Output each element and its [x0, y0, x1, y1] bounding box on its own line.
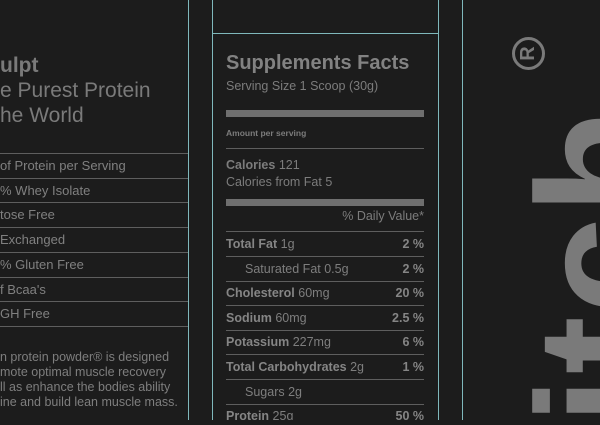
- registered-trademark-icon: R: [512, 37, 545, 70]
- nutrient-daily-value: 2.5 %: [392, 310, 424, 325]
- nutrient-amount: 60mg: [275, 310, 307, 325]
- nutrient-daily-value: 2 %: [402, 237, 424, 251]
- thick-rule: [226, 199, 424, 206]
- calories-value: 121: [278, 158, 300, 172]
- rule: [226, 403, 424, 405]
- nutrient-row: Potassium 227mg 6 %: [226, 335, 424, 349]
- thick-rule: [226, 110, 424, 117]
- rule: [226, 354, 424, 356]
- feature-item: % Whey Isolate: [0, 177, 188, 203]
- nutrient-daily-value: 1 %: [402, 360, 424, 374]
- nutrient-amount: 60mg: [298, 286, 330, 301]
- rule: [226, 379, 424, 380]
- description-line: ine and build lean muscle mass.: [0, 395, 178, 409]
- nutrient-amount: 2g: [350, 360, 365, 374]
- tagline-line-2: he World: [0, 104, 84, 127]
- product-description-panel: ulpt e Purest Protein he World of Protei…: [0, 0, 188, 420]
- nutrient-name: Cholesterol: [226, 286, 295, 301]
- nutrient-daily-value: 6 %: [402, 335, 424, 350]
- rule: [226, 329, 424, 331]
- guide-line: [462, 0, 463, 420]
- rule: [226, 256, 424, 257]
- serving-size: Serving Size 1 Scoop (30g): [226, 79, 379, 93]
- amount-per-serving: Amount per serving: [226, 128, 307, 138]
- guide-line: [188, 0, 189, 420]
- guide-line: [438, 0, 439, 420]
- nutrient-name: Total Fat: [226, 237, 278, 251]
- nutrient-name: Total Carbohydrates: [226, 360, 347, 374]
- nutrient-row: Total Fat 1g 2 %: [226, 237, 424, 251]
- nutrient-row: Total Carbohydrates 2g 1 %: [226, 360, 424, 374]
- guide-line: [212, 0, 213, 420]
- rule: [0, 325, 188, 328]
- rule: [226, 148, 424, 149]
- feature-item: of Protein per Serving: [0, 153, 188, 178]
- rule: [226, 231, 424, 232]
- nutrient-amount: 0.5g: [324, 261, 349, 276]
- tagline-line-1: e Purest Protein: [0, 79, 151, 102]
- nutrient-name: Potassium: [226, 335, 290, 350]
- feature-item: f Bcaa's: [0, 276, 188, 302]
- calories-label: Calories: [226, 158, 276, 172]
- nutrient-amount: 227mg: [292, 335, 331, 350]
- feature-item: GH Free: [0, 301, 188, 326]
- product-description: n protein powder® is designed mote optim…: [0, 350, 178, 410]
- daily-value-header: % Daily Value*: [342, 209, 424, 223]
- nutrient-row: Sodium 60mg 2.5 %: [226, 311, 424, 325]
- supplement-facts-panel: Supplements Facts Serving Size 1 Scoop (…: [212, 0, 438, 420]
- brand-logo-text: itch: [502, 105, 600, 425]
- nutrient-name: Sodium: [226, 310, 272, 325]
- calories: Calories 121: [226, 158, 300, 172]
- nutrient-name: Saturated Fat: [245, 261, 321, 276]
- nutrient-amount: 1g: [280, 237, 295, 251]
- calories-from-fat: Calories from Fat 5: [226, 175, 333, 189]
- product-name: ulpt: [0, 54, 39, 77]
- panel-top-edge: [212, 33, 438, 34]
- description-line: ll as enhance the bodies ability: [0, 380, 171, 394]
- feature-item: tose Free: [0, 202, 188, 227]
- nutrient-daily-value: 20 %: [395, 286, 425, 301]
- nutrient-name: Protein: [226, 409, 270, 420]
- nutrient-row: Saturated Fat 0.5g 2 %: [226, 262, 424, 276]
- nutrient-amount: 2g: [288, 384, 302, 399]
- nutrient-amount: 25g: [272, 409, 294, 420]
- description-line: mote optimal muscle recovery: [0, 365, 167, 379]
- description-line: n protein powder® is designed: [0, 350, 170, 364]
- nutrient-daily-value: 50 %: [395, 409, 425, 420]
- feature-item: % Gluten Free: [0, 251, 188, 277]
- feature-item: Exchanged: [0, 227, 188, 252]
- rule: [226, 280, 424, 282]
- nutrient-row: Protein 25g 50 %: [226, 409, 424, 420]
- rule: [226, 305, 424, 307]
- nutrient-daily-value: 2 %: [402, 261, 424, 276]
- nutrient-row: Cholesterol 60mg 20 %: [226, 286, 424, 300]
- facts-title: Supplements Facts: [226, 52, 410, 74]
- nutrient-row: Sugars 2g: [226, 385, 424, 399]
- nutrient-name: Sugars: [245, 384, 285, 399]
